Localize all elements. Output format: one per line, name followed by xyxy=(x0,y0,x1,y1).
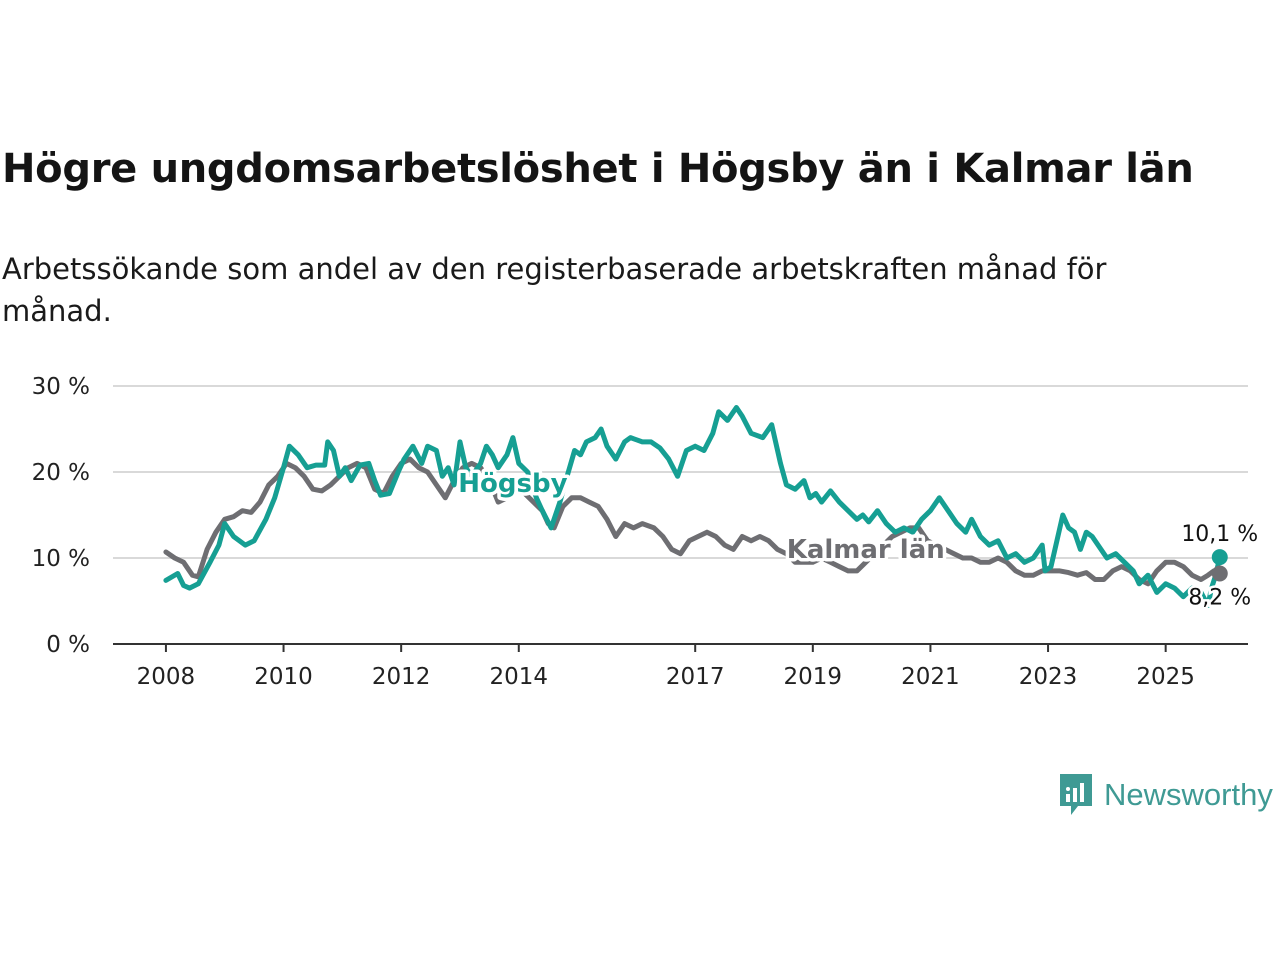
x-tick-label: 2023 xyxy=(1019,664,1078,690)
y-tick-label: 30 % xyxy=(32,374,90,400)
x-tick-label: 2014 xyxy=(490,664,549,690)
y-tick-label: 20 % xyxy=(32,460,90,486)
y-tick-label: 0 % xyxy=(46,632,90,658)
end-label-kalmar-lan: 8,2 % xyxy=(1188,585,1251,610)
x-tick-label: 2025 xyxy=(1136,664,1195,690)
series-layer xyxy=(163,405,1228,608)
y-tick-label: 10 % xyxy=(32,546,90,572)
newsworthy-logo-text: Newsworthy xyxy=(1104,777,1273,812)
end-point-hogsby xyxy=(1211,549,1228,566)
chart-subtitle: Arbetssökande som andel av den registerb… xyxy=(2,252,1107,328)
series-line-hogsby xyxy=(163,405,1223,608)
end-point-kalmar-lan xyxy=(1211,565,1228,582)
x-tick-label: 2017 xyxy=(666,664,725,690)
axis-layer: 0 % 10 % 20 % 30 % 2008 2010 2012 2014 2017 2019 2… xyxy=(32,374,1248,690)
series-label-kalmar-lan: Kalmar län xyxy=(787,535,945,565)
newsworthy-logo: Newsworthy xyxy=(1058,772,1273,818)
chart-title: Högre ungdomsarbetslöshet i Högsby än i … xyxy=(2,146,1194,192)
end-label-hogsby: 10,1 % xyxy=(1181,522,1258,547)
x-tick-label: 2008 xyxy=(137,664,196,690)
x-tick-label: 2021 xyxy=(901,664,960,690)
series-label-hogsby: Högsby xyxy=(458,469,567,499)
newsworthy-logo-icon xyxy=(1060,774,1092,815)
x-tick-label: 2019 xyxy=(784,664,843,690)
label-layer: Högsby Kalmar län 10,1 % 8,2 % xyxy=(455,465,1261,613)
x-tick-label: 2012 xyxy=(372,664,431,690)
x-tick-label: 2010 xyxy=(254,664,313,690)
